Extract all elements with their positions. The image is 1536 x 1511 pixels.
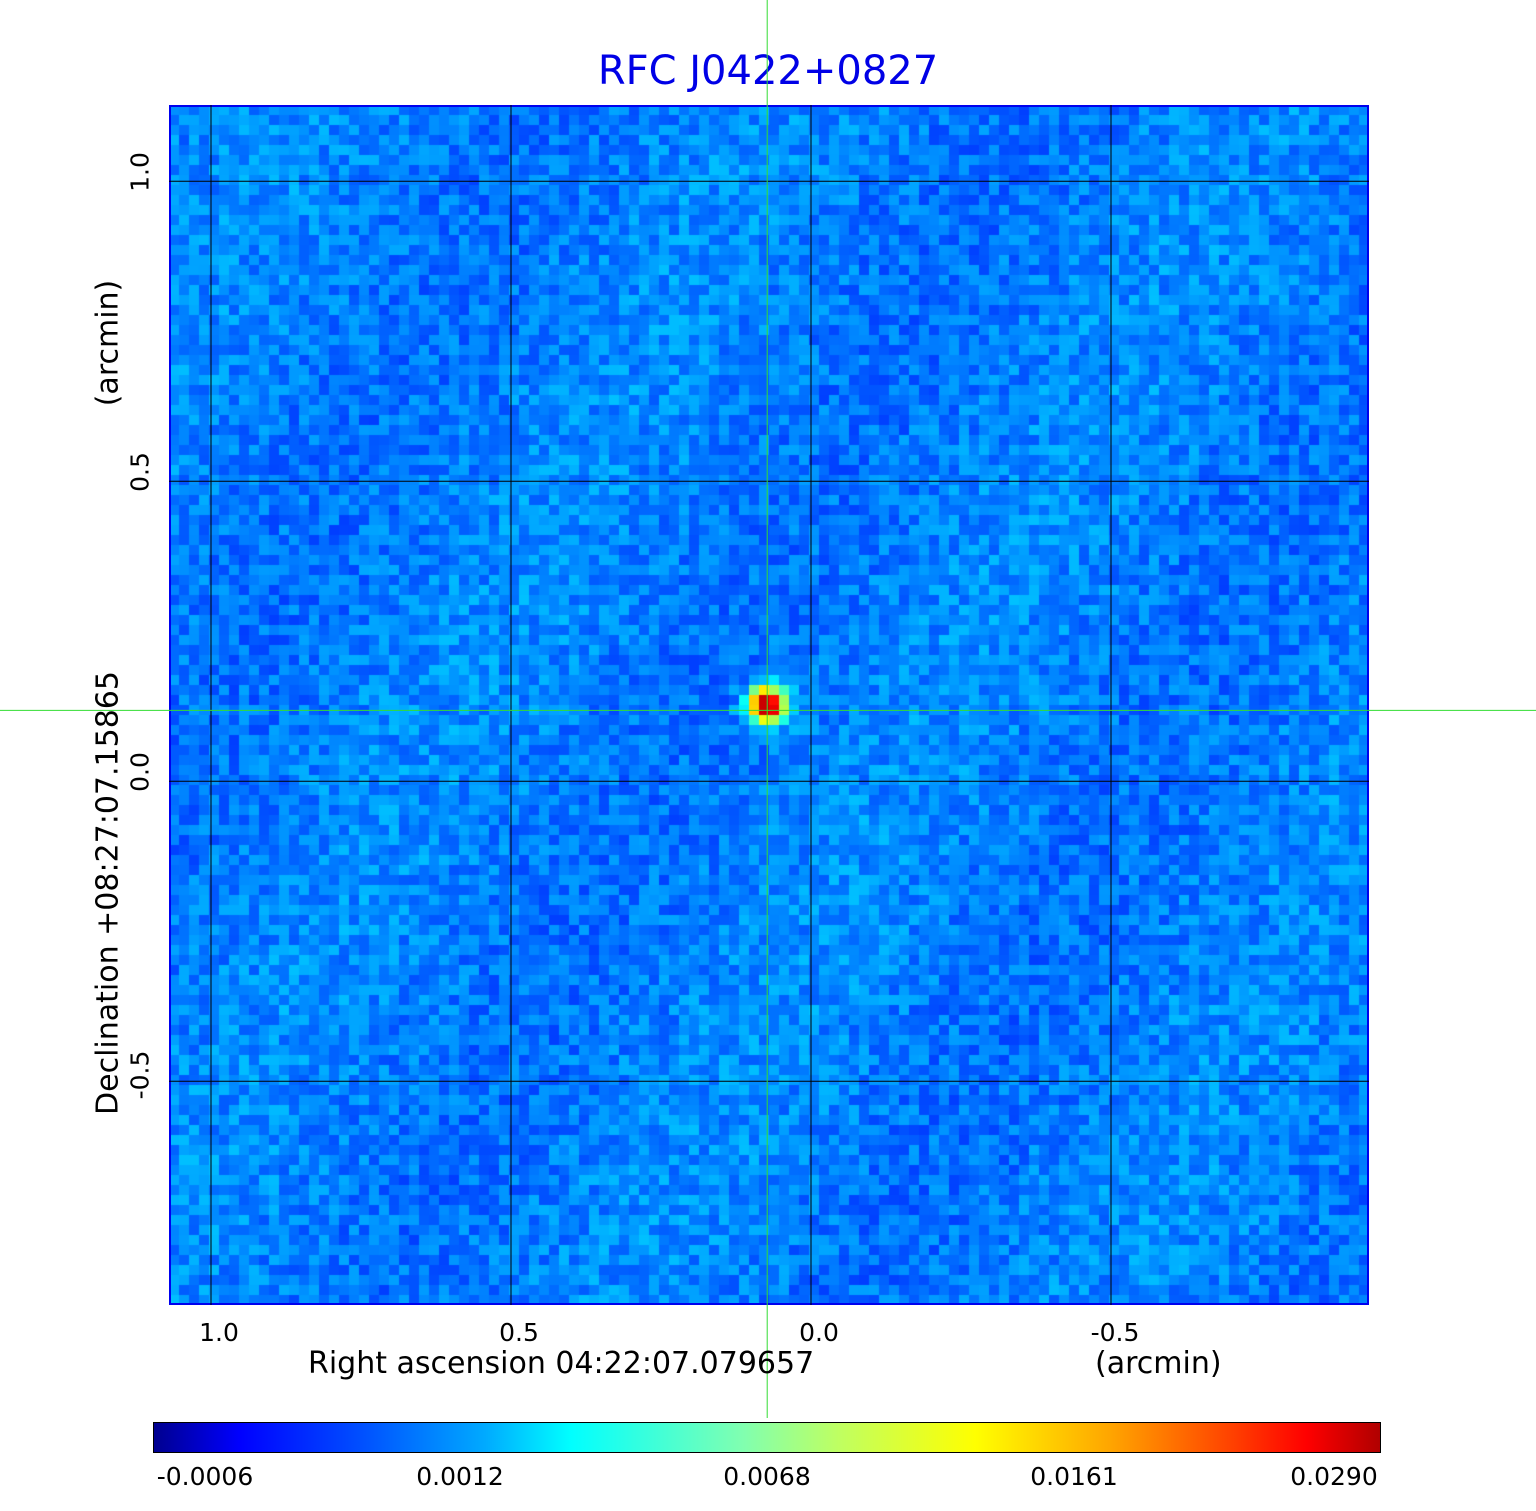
x-tick-label: 0.5 [499,1318,539,1347]
x-tick-label: 1.0 [199,1318,239,1347]
x-tick-label: 0.0 [799,1318,839,1347]
colorbar-tick-label: 0.0161 [1030,1462,1118,1491]
x-tick-label: -0.5 [1090,1318,1140,1347]
y-tick-label: 0.0 [125,752,155,792]
x-axis-label: Right ascension 04:22:07.079657 [308,1346,815,1381]
colorbar [153,1422,1381,1453]
y-tick-label: 1.0 [125,152,155,192]
colorbar-tick-label: 0.0290 [1290,1462,1378,1491]
y-tick-label: 0.5 [125,452,155,492]
y-axis-unit: (arcmin) [90,279,126,407]
chart-title: RFC J0422+0827 [597,48,939,94]
heatmap-image [169,105,1369,1305]
y-axis-label: Declination +08:27:07.15865 [90,671,126,1115]
plot-frame [169,105,1369,1305]
y-tick-label: -0.5 [125,1050,155,1100]
x-axis-unit: (arcmin) [1095,1346,1222,1381]
colorbar-tick-label: 0.0068 [723,1462,811,1491]
colorbar-tick-label: -0.0006 [156,1462,254,1491]
colorbar-tick-label: 0.0012 [416,1462,504,1491]
